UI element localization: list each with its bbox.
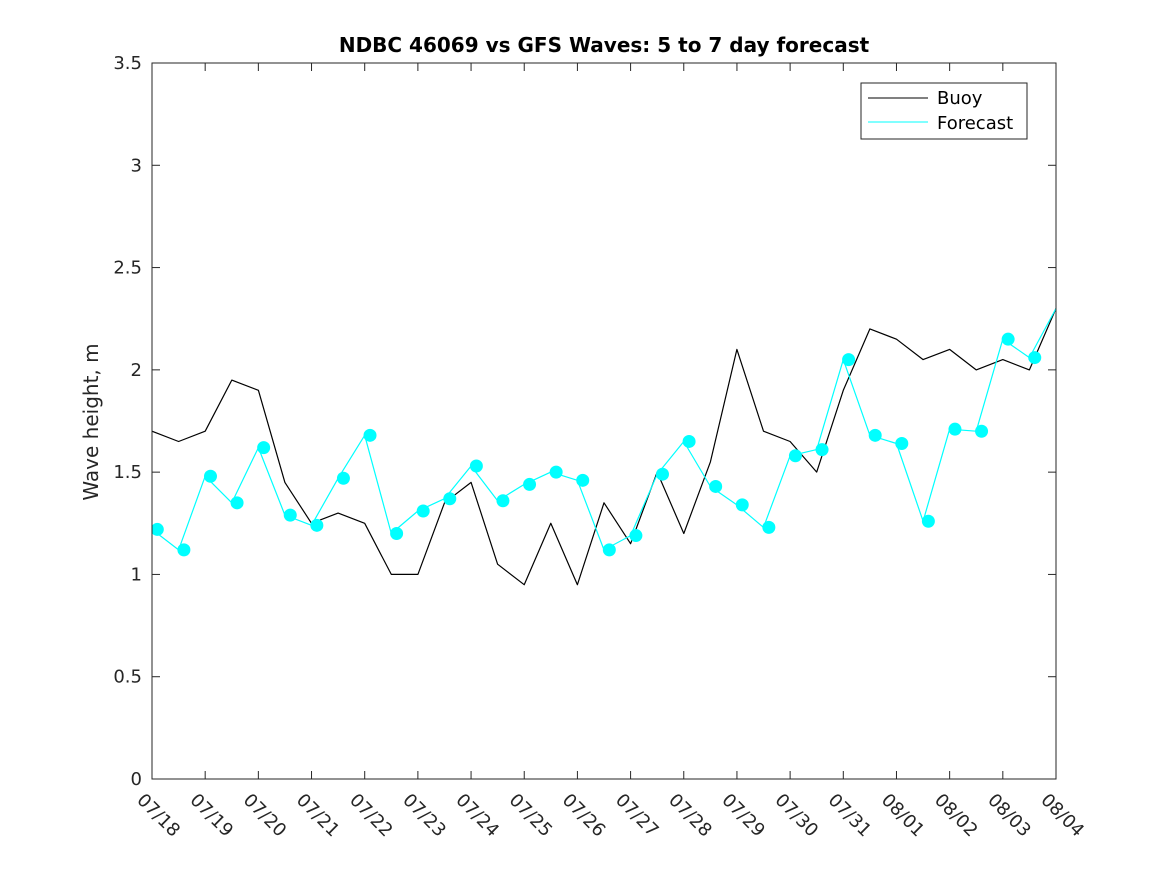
- y-tick-label: 2: [131, 360, 142, 381]
- series-point-forecast: [469, 459, 483, 473]
- series-point-forecast: [1028, 351, 1042, 365]
- series-point-forecast: [496, 494, 510, 508]
- y-tick-label: 0: [131, 769, 142, 790]
- plot-frame: [151, 62, 1057, 780]
- y-tick-label: 3: [131, 155, 142, 176]
- series-point-forecast: [576, 473, 590, 487]
- legend-buoy-label: Buoy: [937, 88, 983, 109]
- series-point-forecast: [549, 465, 563, 479]
- series-point-forecast: [709, 479, 723, 493]
- series-point-forecast: [230, 496, 244, 510]
- series-line-buoy: [152, 308, 1056, 586]
- legend-box: [860, 82, 1028, 140]
- series-point-forecast: [283, 508, 297, 522]
- y-tick-label: 0.5: [113, 667, 142, 688]
- series-point-forecast: [735, 498, 749, 512]
- marker-layer: [152, 332, 1042, 557]
- series-point-forecast: [815, 443, 829, 457]
- y-tick-label: 1: [131, 564, 142, 585]
- series-point-forecast: [895, 437, 909, 451]
- series-point-forecast: [948, 422, 962, 436]
- series-point-forecast: [629, 529, 643, 543]
- series-point-forecast: [310, 518, 324, 532]
- series-point-forecast: [975, 424, 989, 438]
- series-point-forecast: [203, 469, 217, 483]
- legend: Buoy Forecast: [860, 82, 1028, 140]
- y-axis-label: Wave height, m: [79, 343, 103, 500]
- y-tick-label: 2.5: [113, 258, 142, 279]
- series-point-forecast: [443, 492, 457, 506]
- series-point-forecast: [682, 434, 696, 448]
- series-point-forecast: [868, 428, 882, 442]
- y-axis-ticks: 0 0.5 1 1.5 2 2.5 3 3.5: [113, 53, 1056, 790]
- series-point-forecast: [1001, 332, 1015, 346]
- legend-forecast-label: Forecast: [937, 113, 1013, 134]
- series-point-forecast: [523, 477, 537, 491]
- series-point-forecast: [762, 520, 776, 534]
- y-tick-label: 3.5: [113, 53, 142, 74]
- series-point-forecast: [416, 504, 430, 518]
- series-point-forecast: [390, 527, 404, 541]
- y-tick-label: 1.5: [113, 462, 142, 483]
- chart-title: NDBC 46069 vs GFS Waves: 5 to 7 day fore…: [339, 33, 870, 57]
- series-point-forecast: [921, 514, 935, 528]
- series-point-forecast: [602, 543, 616, 557]
- series-point-forecast: [152, 522, 164, 536]
- series-point-forecast: [363, 428, 377, 442]
- series-point-forecast: [336, 471, 350, 485]
- series-point-forecast: [842, 353, 856, 367]
- series-point-forecast: [655, 467, 669, 481]
- series-point-forecast: [177, 543, 191, 557]
- series-point-forecast: [257, 441, 271, 455]
- series-point-forecast: [788, 449, 802, 463]
